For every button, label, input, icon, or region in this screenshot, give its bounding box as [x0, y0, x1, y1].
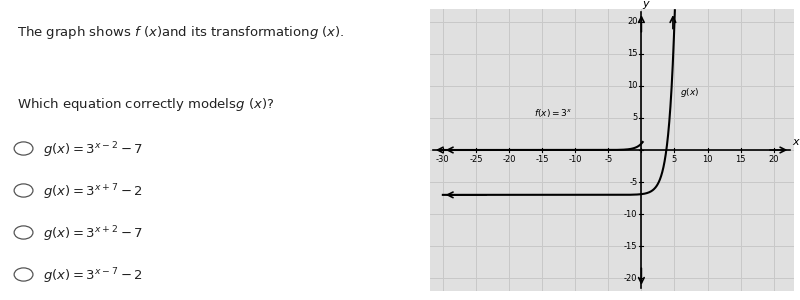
Text: 5: 5 [632, 113, 638, 122]
Text: Which equation correctly models$g$ $(x)$?: Which equation correctly models$g$ $(x)$… [17, 96, 274, 113]
Text: $f(x) = 3^x$: $f(x) = 3^x$ [534, 107, 572, 119]
Text: The graph shows $f$ $(x)$and its transformation$g$ $(x)$.: The graph shows $f$ $(x)$and its transfo… [17, 24, 345, 41]
Text: -25: -25 [469, 155, 482, 164]
Text: 5: 5 [672, 155, 677, 164]
Text: -15: -15 [535, 155, 549, 164]
Text: $g\left(x\right) = 3^{x-2} - 7$: $g\left(x\right) = 3^{x-2} - 7$ [43, 141, 143, 160]
Text: 20: 20 [769, 155, 779, 164]
Text: $x$: $x$ [792, 137, 800, 147]
Text: $g\left(x\right) = 3^{x+7} - 2$: $g\left(x\right) = 3^{x+7} - 2$ [43, 183, 142, 202]
Text: -5: -5 [604, 155, 613, 164]
Text: 15: 15 [735, 155, 746, 164]
Text: $g\left(x\right) = 3^{x+2} - 7$: $g\left(x\right) = 3^{x+2} - 7$ [43, 225, 143, 244]
Text: 20: 20 [627, 17, 638, 26]
Text: $g(x)$: $g(x)$ [680, 86, 699, 99]
Text: -15: -15 [624, 242, 638, 250]
Text: 15: 15 [627, 50, 638, 58]
Text: -20: -20 [624, 274, 638, 283]
Text: $g\left(x\right) = 3^{x-7} - 2$: $g\left(x\right) = 3^{x-7} - 2$ [43, 267, 142, 286]
Text: -20: -20 [502, 155, 516, 164]
Text: -10: -10 [569, 155, 582, 164]
Text: $y$: $y$ [642, 0, 651, 11]
Text: -5: -5 [629, 178, 638, 187]
Text: -10: -10 [624, 210, 638, 219]
Text: -30: -30 [436, 155, 450, 164]
Text: 10: 10 [627, 81, 638, 90]
Text: 10: 10 [702, 155, 713, 164]
